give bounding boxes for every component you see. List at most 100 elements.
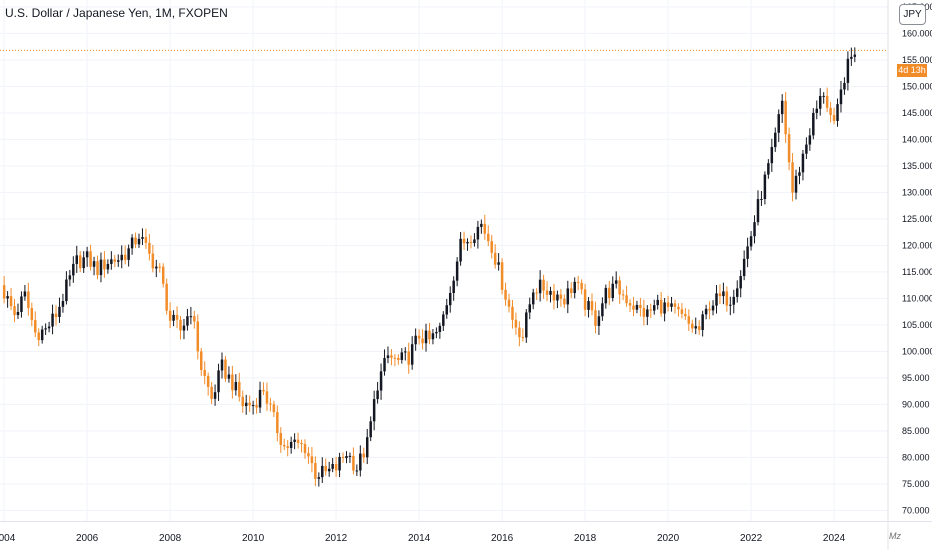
candle-body: [196, 321, 200, 352]
candle-body: [597, 316, 601, 326]
candle-body: [244, 402, 248, 407]
candle-body: [556, 294, 559, 301]
candle-body: [455, 261, 459, 281]
candle-body: [179, 319, 182, 331]
candle-body: [78, 255, 82, 269]
y-tick-label: 90.000: [902, 399, 930, 409]
y-tick-label: 100.000: [902, 346, 932, 356]
candle-body: [265, 391, 269, 404]
candle-body: [818, 96, 822, 109]
candle-body: [801, 153, 805, 173]
candle-body: [528, 304, 532, 313]
candle-body: [352, 455, 355, 471]
candle-body: [40, 329, 44, 341]
candle-body: [224, 359, 227, 379]
candle-body: [110, 259, 113, 264]
candle-body: [324, 465, 327, 472]
candle-body: [16, 311, 20, 316]
candle-body: [608, 287, 611, 299]
x-tick-label: 2010: [242, 533, 265, 544]
candle-body: [635, 304, 639, 310]
candle-body: [746, 246, 749, 259]
candle-body: [805, 144, 808, 154]
candle-body: [182, 325, 186, 331]
candle-body: [718, 293, 722, 297]
candle-body: [27, 291, 30, 309]
candle-body: [500, 262, 504, 290]
candle-body: [701, 314, 704, 331]
candle-body: [203, 369, 206, 376]
y-tick-label: 70.000: [902, 505, 930, 515]
candle-body: [372, 399, 376, 422]
y-tick-label: 140.000: [902, 134, 932, 144]
candle-body: [155, 266, 158, 269]
candle-body: [141, 237, 144, 239]
candle-body: [850, 56, 853, 59]
candle-body: [23, 291, 27, 297]
candle-body: [618, 280, 621, 295]
y-tick-label: 150.000: [902, 81, 932, 91]
candle-body: [75, 255, 79, 264]
candle-body: [120, 254, 123, 261]
candle-body: [37, 332, 40, 341]
candle-body: [677, 306, 680, 310]
y-tick-label: 105.000: [902, 320, 932, 330]
candle-body: [134, 237, 137, 245]
candle-body: [559, 294, 563, 299]
candle-body: [310, 456, 314, 464]
candle-body: [369, 421, 372, 438]
candle-body: [44, 328, 47, 330]
candle-body: [6, 296, 9, 299]
candle-body: [258, 389, 262, 408]
candle-body: [341, 456, 345, 459]
candle-body: [697, 326, 701, 331]
candle-body: [144, 237, 148, 243]
candle-body: [193, 316, 196, 322]
candle-body: [808, 135, 812, 145]
y-tick-label: 130.000: [902, 187, 932, 197]
candle-body: [649, 309, 653, 311]
candle-body: [130, 237, 134, 249]
candle-body: [314, 463, 317, 479]
candle-body: [410, 344, 414, 365]
candle-body: [13, 306, 16, 316]
y-tick-label: 115.000: [902, 267, 932, 277]
candle-body: [839, 89, 843, 105]
candle-body: [262, 389, 265, 392]
corner-label: Mz: [889, 531, 901, 541]
candle-body: [383, 358, 386, 372]
y-tick-label: 95.000: [902, 373, 930, 383]
candle-body: [729, 304, 732, 306]
candle-body: [812, 112, 815, 136]
candle-body: [431, 333, 435, 340]
candle-body: [127, 248, 130, 260]
candle-body: [393, 357, 397, 359]
candle-body: [165, 283, 168, 311]
candle-body: [673, 303, 677, 307]
candle-body: [30, 308, 34, 321]
x-axis[interactable]: 2004 2006 2008 2010 2012 2014 2016 2018 2020 2022…: [0, 521, 932, 545]
candle-body: [666, 302, 670, 307]
candle-body: [175, 314, 179, 320]
candle-body: [251, 405, 255, 407]
candle-body: [359, 453, 362, 471]
bar-countdown-badge: 4d 13h: [897, 64, 927, 77]
candle-body: [238, 381, 241, 397]
candle-body: [822, 95, 825, 97]
candle-body: [217, 370, 220, 393]
y-tick-label: 155.000: [902, 55, 932, 65]
y-tick-label: 135.000: [902, 161, 932, 171]
y-tick-label: 80.000: [902, 452, 930, 462]
candle-body: [117, 260, 120, 262]
candle-body: [151, 253, 155, 269]
candle-body: [317, 477, 321, 479]
candle-body: [362, 453, 366, 458]
y-axis[interactable]: 70.000 75.000 80.000 85.000 90.000 95.000 100.…: [887, 0, 932, 550]
candle-body: [846, 58, 850, 83]
candle-body: [770, 147, 774, 164]
candle-body: [103, 259, 106, 270]
candle-body: [753, 222, 756, 237]
currency-button[interactable]: JPY: [899, 4, 926, 25]
candle-body: [289, 441, 293, 448]
